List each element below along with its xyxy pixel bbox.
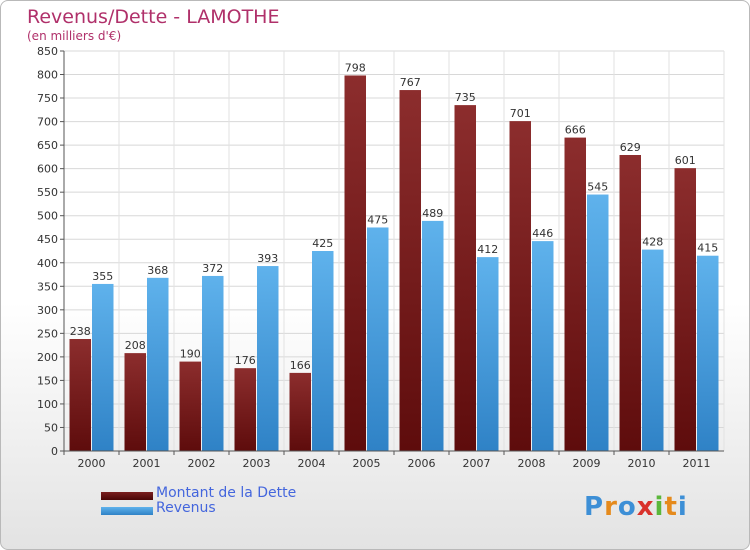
legend-swatch-revenus xyxy=(101,507,153,515)
proxiti-logo: Proxiti xyxy=(584,492,688,522)
data-label-dette: 798 xyxy=(345,61,366,74)
data-label-dette: 190 xyxy=(180,348,201,361)
data-label-revenus: 489 xyxy=(422,207,443,220)
y-tick-label: 650 xyxy=(37,139,58,152)
bar-revenus xyxy=(147,277,169,451)
y-tick-label: 250 xyxy=(37,327,58,340)
x-tick-label: 2002 xyxy=(188,457,216,470)
bar-revenus xyxy=(257,266,279,451)
x-tick-label: 2010 xyxy=(628,457,656,470)
bar-revenus xyxy=(477,257,499,451)
logo-letter: i xyxy=(654,492,665,522)
bar-dette xyxy=(69,339,91,451)
data-label-revenus: 393 xyxy=(257,252,278,265)
x-tick-label: 2006 xyxy=(408,457,436,470)
data-label-dette: 629 xyxy=(620,141,641,154)
bar-dette xyxy=(124,353,146,451)
y-tick-label: 0 xyxy=(51,445,58,458)
logo-letter: r xyxy=(604,492,618,522)
axes: 0 50 100 150 200 250 300 350 400 450 500 550 600 650 7… xyxy=(37,45,724,470)
bar-revenus xyxy=(312,251,334,451)
bar-dette xyxy=(399,90,421,451)
bars xyxy=(69,75,719,452)
bar-dette xyxy=(289,372,311,451)
chart-title: Revenus/Dette - LAMOTHE xyxy=(27,6,280,28)
y-tick-label: 700 xyxy=(37,116,58,129)
data-label-revenus: 425 xyxy=(312,237,333,250)
bar-dette xyxy=(179,361,201,451)
data-label-revenus: 446 xyxy=(532,227,553,240)
x-tick-label: 2004 xyxy=(298,457,326,470)
data-label-dette: 208 xyxy=(125,339,146,352)
logo-letter: x xyxy=(636,492,655,522)
y-tick-label: 200 xyxy=(37,351,58,364)
y-tick-label: 150 xyxy=(37,374,58,387)
y-tick-label: 750 xyxy=(37,92,58,105)
x-tick-label: 2011 xyxy=(683,457,711,470)
chart-subtitle: (en milliers d'€) xyxy=(27,29,122,43)
bar-dette xyxy=(509,121,531,451)
data-label-dette: 166 xyxy=(290,359,311,372)
y-tick-label: 450 xyxy=(37,233,58,246)
bar-revenus xyxy=(202,275,224,451)
data-label-revenus: 355 xyxy=(92,270,113,283)
x-tick-label: 2000 xyxy=(78,457,106,470)
data-label-revenus: 428 xyxy=(642,236,663,249)
x-tick-label: 2005 xyxy=(353,457,381,470)
bar-revenus xyxy=(587,194,609,451)
data-label-revenus: 412 xyxy=(477,243,498,256)
y-tick-label: 600 xyxy=(37,163,58,176)
y-tick-label: 350 xyxy=(37,280,58,293)
data-label-dette: 767 xyxy=(400,76,421,89)
bar-revenus xyxy=(422,220,444,451)
data-label-dette: 238 xyxy=(70,325,91,338)
legend-label-revenus: Revenus xyxy=(156,500,216,516)
data-label-revenus: 545 xyxy=(587,181,608,194)
data-label-dette: 735 xyxy=(455,91,476,104)
data-label-dette: 176 xyxy=(235,354,256,367)
y-tick-label: 400 xyxy=(37,257,58,270)
logo-letter: P xyxy=(584,492,605,522)
data-labels: 238 355 208 368 190 372 176 393 166 425 798 475 767 4… xyxy=(70,61,719,371)
bar-revenus xyxy=(367,227,389,451)
bar-dette xyxy=(454,105,476,451)
bar-dette xyxy=(564,137,586,451)
y-tick-label: 800 xyxy=(37,69,58,82)
data-label-revenus: 372 xyxy=(202,262,223,275)
bar-dette xyxy=(344,75,366,452)
logo-letter: t xyxy=(664,492,678,522)
y-tick-label: 550 xyxy=(37,186,58,199)
bar-dette xyxy=(619,155,641,451)
x-tick-label: 2001 xyxy=(133,457,161,470)
legend-swatch-dette xyxy=(101,492,153,500)
x-tick-label: 2003 xyxy=(243,457,271,470)
x-tick-label: 2009 xyxy=(573,457,601,470)
logo-letter: o xyxy=(617,492,637,522)
data-label-revenus: 415 xyxy=(697,242,718,255)
data-label-revenus: 368 xyxy=(147,264,168,277)
bar-dette xyxy=(674,168,696,452)
data-label-dette: 701 xyxy=(510,107,531,120)
y-tick-label: 500 xyxy=(37,210,58,223)
bar-revenus xyxy=(697,255,719,451)
y-tick-label: 300 xyxy=(37,304,58,317)
legend-label-dette: Montant de la Dette xyxy=(156,485,297,501)
data-label-revenus: 475 xyxy=(367,213,388,226)
bar-revenus xyxy=(92,283,114,451)
data-label-dette: 601 xyxy=(675,154,696,167)
y-tick-label: 50 xyxy=(44,421,58,434)
bar-revenus xyxy=(642,249,664,451)
bar-revenus xyxy=(532,241,554,451)
x-tick-label: 2007 xyxy=(463,457,491,470)
x-tick-label: 2008 xyxy=(518,457,546,470)
bar-dette xyxy=(234,368,256,451)
y-tick-label: 850 xyxy=(37,45,58,58)
grid-lines xyxy=(63,50,725,452)
y-tick-label: 100 xyxy=(37,398,58,411)
data-label-dette: 666 xyxy=(565,124,586,137)
logo-letter: i xyxy=(677,492,688,522)
